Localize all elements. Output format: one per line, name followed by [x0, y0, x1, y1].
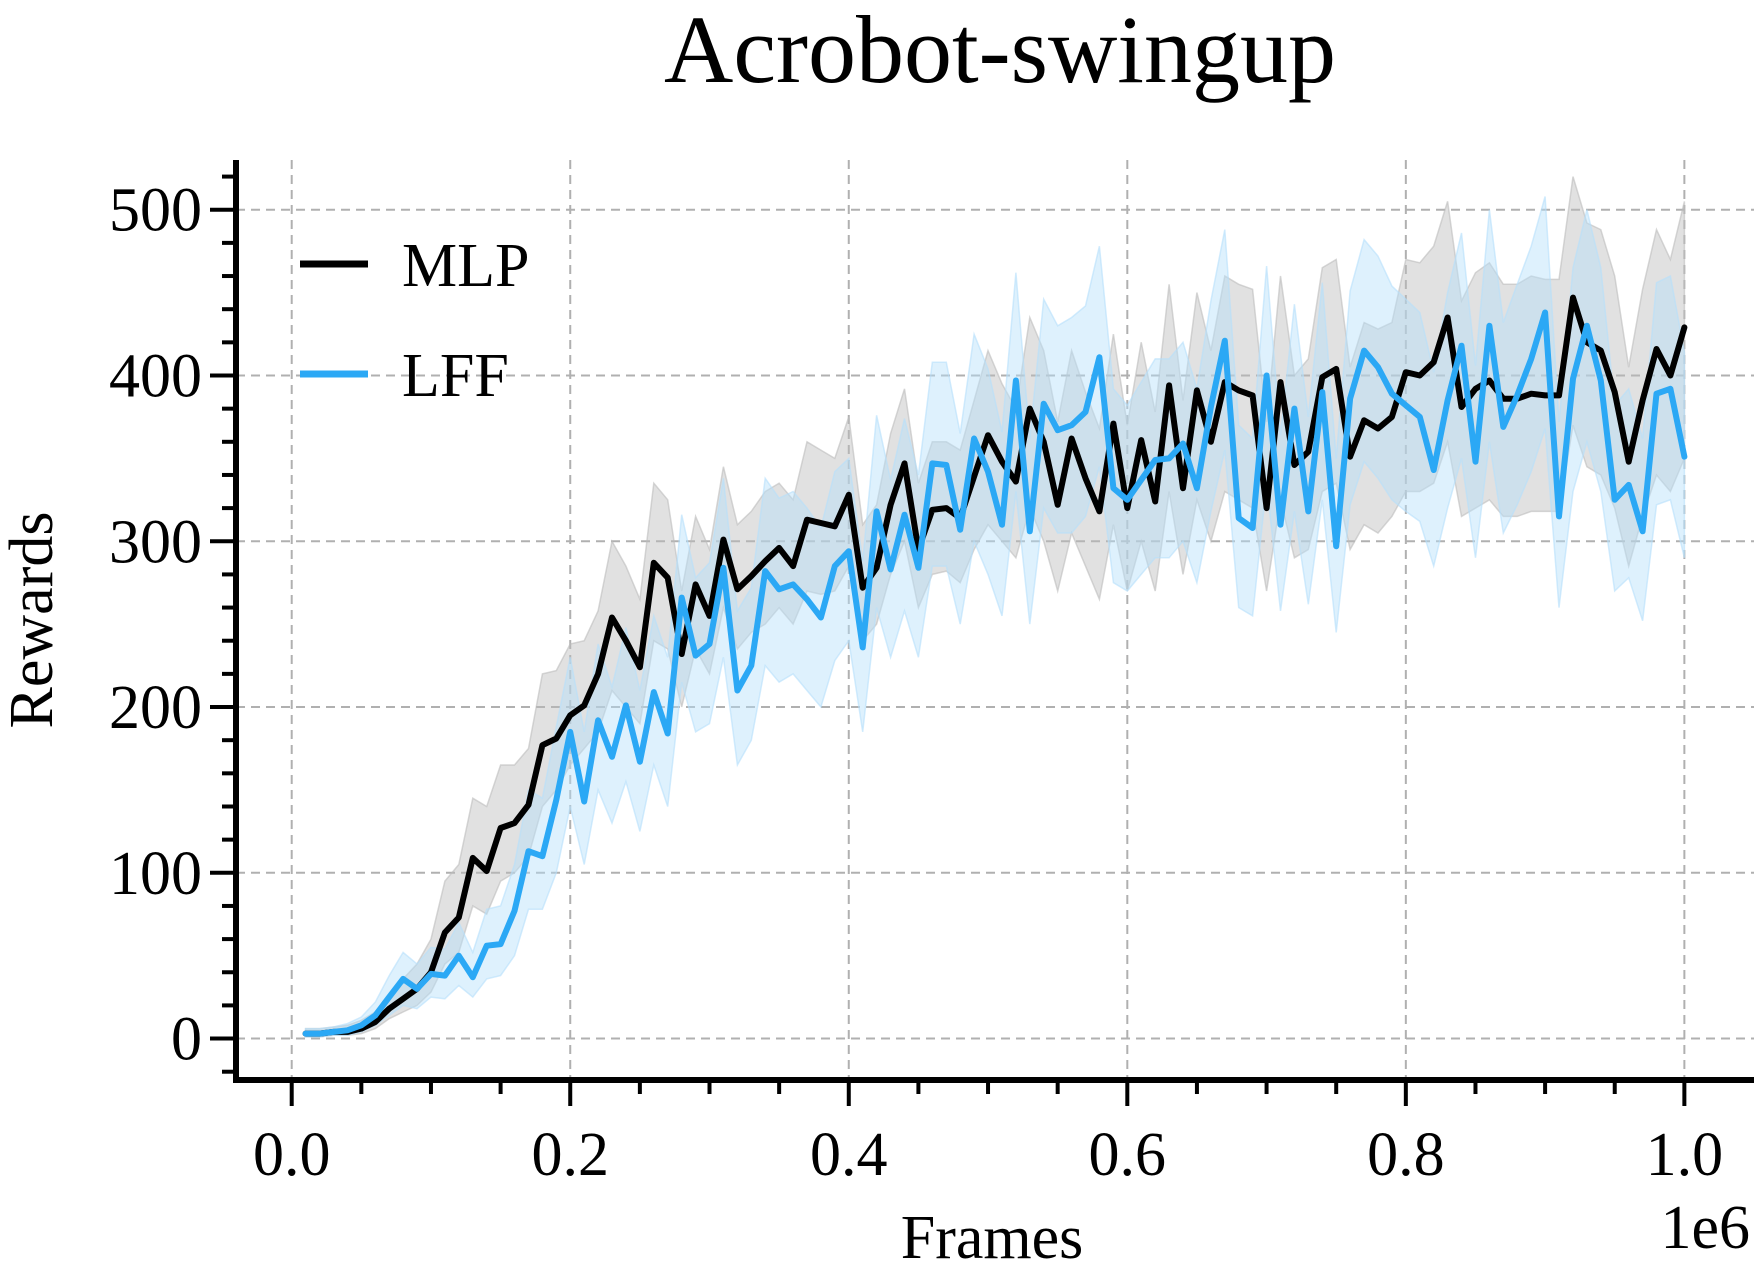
grid	[236, 160, 1754, 1080]
x-axis-offset-label: 1e6	[1660, 1194, 1750, 1262]
y-tick-label: 500	[109, 177, 202, 245]
y-tick-label: 400	[109, 342, 202, 410]
series-band-lff	[304, 196, 1686, 1038]
y-tick-label: 200	[109, 674, 202, 742]
y-tick-label: 100	[109, 840, 202, 908]
x-tick-label: 0.6	[1089, 1121, 1167, 1189]
legend-label-mlp: MLP	[402, 232, 529, 300]
x-axis-label: Frames	[901, 1204, 1084, 1272]
legend: MLP LFF	[300, 232, 529, 410]
y-tick-label: 300	[109, 508, 202, 576]
x-tick-label: 0.2	[531, 1121, 609, 1189]
x-tick-label: 1.0	[1646, 1121, 1724, 1189]
series-lines	[302, 294, 1688, 1037]
x-tick-label: 0.8	[1367, 1121, 1445, 1189]
x-tick-label: 0.0	[253, 1121, 331, 1189]
series-line-lff	[302, 309, 1688, 1037]
x-tick-label: 0.4	[810, 1121, 888, 1189]
y-tick-label: 0	[171, 1006, 202, 1074]
y-axis-label: Rewards	[0, 512, 66, 729]
chart-title: Acrobot-swingup	[664, 0, 1336, 103]
legend-label-lff: LFF	[402, 342, 509, 410]
axes: 0.0 0.2 0.4 0.6 0.8 1.0 0 100 200 300 400 500	[109, 160, 1754, 1189]
